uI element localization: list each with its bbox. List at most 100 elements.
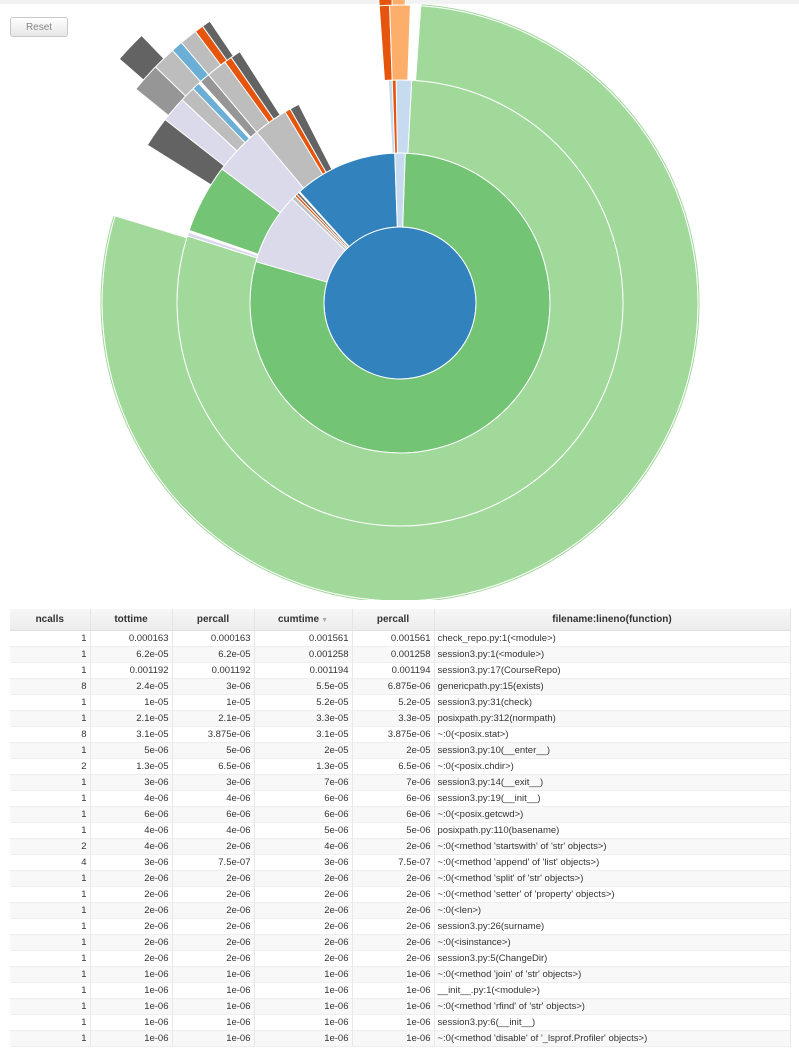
table-cell: 1e-06 bbox=[172, 966, 255, 983]
table-cell: 1e-06 bbox=[254, 1030, 353, 1047]
table-cell: 5e-06 bbox=[90, 742, 173, 759]
table-cell: 0.001561 bbox=[254, 630, 353, 647]
table-cell: 4e-06 bbox=[172, 790, 255, 807]
table-cell: session3.py:6(__init__) bbox=[434, 1014, 791, 1031]
table-cell: 1e-06 bbox=[90, 966, 173, 983]
table-cell: 3.875e-06 bbox=[352, 726, 435, 743]
table-cell: check_repo.py:1(<module>) bbox=[434, 630, 791, 647]
table-row: 8 3.1e-05 3.875e-06 3.1e-05 3.875e-06 ~:0(<po… bbox=[10, 726, 791, 743]
sunburst-segment-small-f[interactable] bbox=[289, 103, 333, 174]
table-cell: 3.1e-05 bbox=[254, 726, 353, 743]
table-cell: 1e-06 bbox=[254, 998, 353, 1015]
table-cell: 1 bbox=[10, 966, 91, 983]
table-row: 1 2e-06 2e-06 2e-06 2e-06 ~:0(<method 'split'… bbox=[10, 870, 791, 887]
table-cell: 1 bbox=[10, 934, 91, 951]
table-cell: 1e-06 bbox=[352, 1014, 435, 1031]
table-cell: 1 bbox=[10, 790, 91, 807]
table-cell: 1 bbox=[10, 870, 91, 887]
table-cell: 2e-06 bbox=[172, 902, 255, 919]
table-cell: session3.py:19(__init__) bbox=[434, 790, 791, 807]
table-cell: 1 bbox=[10, 886, 91, 903]
table-cell: session3.py:31(check) bbox=[434, 694, 791, 711]
table-cell: 5e-06 bbox=[352, 822, 435, 839]
sunburst-segment-small-v[interactable] bbox=[201, 20, 235, 62]
table-cell: 6e-06 bbox=[254, 790, 353, 807]
table-cell: 4e-06 bbox=[90, 822, 173, 839]
table-row: 1 5e-06 5e-06 2e-05 2e-05 session3.py:10(__en… bbox=[10, 742, 791, 759]
table-row: 2 4e-06 2e-06 4e-06 2e-06 ~:0(<method 'starts… bbox=[10, 838, 791, 855]
table-cell: 0.001561 bbox=[352, 630, 435, 647]
reset-button[interactable]: Reset bbox=[10, 17, 68, 37]
sunburst-segment-small-g[interactable] bbox=[387, 79, 413, 154]
table-cell: posixpath.py:110(basename) bbox=[434, 822, 791, 839]
table-row: 1 1e-06 1e-06 1e-06 1e-06 __init__.py:1(<modu… bbox=[10, 982, 791, 999]
table-cell: genericpath.py:15(exists) bbox=[434, 678, 791, 695]
table-cell: 2e-06 bbox=[254, 902, 353, 919]
sunburst-segment-small-d[interactable] bbox=[186, 231, 259, 259]
table-cell: 1 bbox=[10, 918, 91, 935]
table-cell: 1e-06 bbox=[172, 998, 255, 1015]
sunburst-segment-small-o[interactable] bbox=[230, 50, 281, 120]
table-cell: 1 bbox=[10, 1030, 91, 1047]
sunburst-segment-exit[interactable] bbox=[118, 34, 165, 81]
sunburst-segment-small-x[interactable] bbox=[391, 0, 406, 6]
table-cell: session3.py:1(<module>) bbox=[434, 646, 791, 663]
table-cell: 3e-06 bbox=[90, 854, 173, 871]
table-cell: ~:0(<method 'rfind' of 'str' objects>) bbox=[434, 998, 791, 1015]
stats-table: ncalls tottime percall cumtime ▼ percall … bbox=[10, 609, 791, 1047]
table-cell: 2.4e-05 bbox=[90, 678, 173, 695]
column-header-percall[interactable]: percall bbox=[172, 609, 255, 631]
table-cell: 0.001258 bbox=[352, 646, 435, 663]
table-row: 1 6.2e-05 6.2e-05 0.001258 0.001258 session3.… bbox=[10, 646, 791, 663]
table-cell: 1 bbox=[10, 950, 91, 967]
table-row: 1 1e-06 1e-06 1e-06 1e-06 ~:0(<method 'join' … bbox=[10, 966, 791, 983]
table-cell: session3.py:14(__exit__) bbox=[434, 774, 791, 791]
table-cell: 5.2e-05 bbox=[254, 694, 353, 711]
table-cell: 3e-06 bbox=[254, 854, 353, 871]
column-header-cumtime[interactable]: cumtime ▼ bbox=[254, 609, 353, 631]
table-cell: 7.5e-07 bbox=[352, 854, 435, 871]
table-cell: ~:0(<isinstance>) bbox=[434, 934, 791, 951]
table-cell: 1 bbox=[10, 774, 91, 791]
table-cell: 5e-06 bbox=[254, 822, 353, 839]
table-cell: 6e-06 bbox=[352, 790, 435, 807]
table-cell: 2e-06 bbox=[90, 886, 173, 903]
table-cell: 1e-06 bbox=[254, 982, 353, 999]
table-cell: 3.875e-06 bbox=[172, 726, 255, 743]
table-cell: 2e-06 bbox=[254, 950, 353, 967]
table-cell: posixpath.py:312(normpath) bbox=[434, 710, 791, 727]
table-cell: 0.001194 bbox=[352, 662, 435, 679]
table-cell: 2.1e-05 bbox=[172, 710, 255, 727]
table-cell: 2e-06 bbox=[90, 918, 173, 935]
table-cell: 2e-06 bbox=[352, 950, 435, 967]
table-cell: 6e-06 bbox=[254, 806, 353, 823]
table-cell: ~:0(<len>) bbox=[434, 902, 791, 919]
column-header-tottime[interactable]: tottime bbox=[90, 609, 173, 631]
table-cell: 6.875e-06 bbox=[352, 678, 435, 695]
table-row: 1 1e-06 1e-06 1e-06 1e-06 session3.py:6(__ini… bbox=[10, 1014, 791, 1031]
sunburst-segment-small-q[interactable] bbox=[389, 4, 411, 81]
table-cell: 2e-06 bbox=[172, 886, 255, 903]
table-cell: 2e-06 bbox=[172, 950, 255, 967]
table-row: 1 2.1e-05 2.1e-05 3.3e-05 3.3e-05 posixpath.p… bbox=[10, 710, 791, 727]
table-row: 8 2.4e-05 3e-06 5.5e-05 6.875e-06 genericpath… bbox=[10, 678, 791, 695]
table-cell: 2e-06 bbox=[90, 934, 173, 951]
table-cell: 1e-06 bbox=[352, 982, 435, 999]
column-header-function[interactable]: filename:lineno(function) bbox=[434, 609, 791, 631]
table-cell: 2e-06 bbox=[352, 902, 435, 919]
table-cell: 2e-05 bbox=[254, 742, 353, 759]
sunburst-segment-small-w[interactable] bbox=[376, 0, 393, 7]
column-header-percall-cum[interactable]: percall bbox=[352, 609, 435, 631]
table-cell: session3.py:5(ChangeDir) bbox=[434, 950, 791, 967]
table-cell: 1 bbox=[10, 998, 91, 1015]
table-cell: 1 bbox=[10, 822, 91, 839]
table-cell: 6.2e-05 bbox=[90, 646, 173, 663]
table-cell: 2e-06 bbox=[172, 918, 255, 935]
table-cell: 1e-06 bbox=[254, 1014, 353, 1031]
sunburst-segment-check-repo[interactable] bbox=[323, 226, 477, 380]
table-cell: 1 bbox=[10, 1014, 91, 1031]
table-cell: 1e-06 bbox=[352, 998, 435, 1015]
table-cell: 3e-06 bbox=[90, 774, 173, 791]
sunburst-segment-ring-gap[interactable] bbox=[99, 3, 701, 600]
column-header-ncalls[interactable]: ncalls bbox=[10, 609, 91, 631]
